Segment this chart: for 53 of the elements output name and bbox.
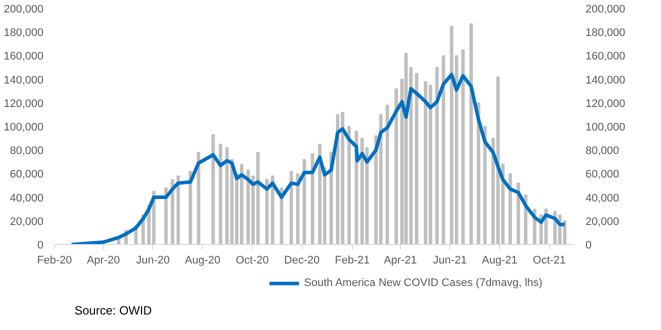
x-tick-label: Dec-20 — [284, 254, 320, 266]
y2-tick-label: 160,000 — [586, 50, 626, 63]
y-tick-label: 0 — [37, 240, 44, 252]
y-tick-label: 160,000 — [4, 50, 44, 63]
y2-tick-label: 100,000 — [586, 122, 626, 134]
x-tick-label: Oct-21 — [532, 254, 566, 266]
x-tick-label: Apr-21 — [384, 254, 417, 266]
bar — [347, 126, 351, 244]
x-tick-label: Oct-20 — [236, 254, 269, 266]
bar — [270, 176, 274, 244]
x-tick-label: Feb-21 — [334, 254, 370, 266]
y-tick-label: 200,000 — [4, 4, 44, 16]
y-tick-label: 100,000 — [4, 122, 44, 134]
y-tick-label: 180,000 — [4, 27, 44, 40]
bar — [188, 170, 192, 244]
bar — [394, 88, 398, 244]
bar — [386, 104, 390, 244]
x-tick-label: Jun-21 — [433, 254, 467, 266]
bar — [302, 159, 306, 244]
y-tick-label: 80,000 — [10, 145, 44, 158]
bar — [508, 173, 512, 244]
y2-tick-label: 200,000 — [586, 4, 626, 16]
bar — [211, 134, 215, 244]
x-tick-label: Jun-20 — [136, 254, 170, 266]
y2-tick-label: 0 — [586, 240, 592, 252]
y-tick-label: 140,000 — [4, 74, 44, 86]
bar — [265, 179, 269, 244]
y2-tick-label: 120,000 — [586, 98, 626, 110]
bar — [296, 173, 300, 244]
y2-tick-label: 180,000 — [586, 27, 626, 40]
y2-tick-label: 80,000 — [586, 145, 620, 158]
legend-label: South America New COVID Cases (7dmavg, lhs) — [304, 277, 542, 289]
y2-tick-label: 20,000 — [586, 216, 620, 228]
bar — [290, 170, 294, 244]
y-tick-label: 20,000 — [10, 216, 44, 228]
y2-tick-label: 40,000 — [586, 192, 620, 204]
y-tick-label: 40,000 — [10, 192, 44, 204]
bar — [516, 182, 520, 244]
y-tick-label: 120,000 — [4, 98, 44, 110]
source-note: Source: OWID — [74, 304, 152, 318]
bar — [414, 72, 418, 244]
bar — [196, 152, 200, 244]
x-tick-label: Apr-20 — [86, 254, 120, 266]
y2-tick-label: 60,000 — [586, 168, 620, 181]
line-series — [70, 72, 566, 244]
y2-tick-label: 140,000 — [586, 74, 626, 86]
x-tick-label: Aug-21 — [482, 254, 518, 266]
x-tick-label: Aug-20 — [184, 254, 220, 266]
bar — [176, 176, 180, 244]
bar — [310, 153, 314, 244]
x-tick-label: Feb-20 — [37, 254, 72, 266]
bar — [469, 23, 473, 244]
y-tick-label: 60,000 — [10, 168, 44, 181]
